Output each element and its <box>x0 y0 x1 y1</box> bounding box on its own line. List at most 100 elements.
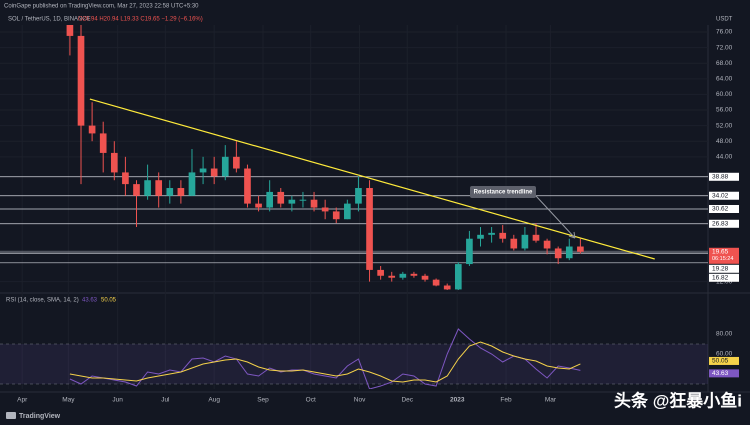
x-tick-label: Feb <box>500 397 512 404</box>
x-tick-label: Jul <box>161 397 170 404</box>
y-tick-label: 68.00 <box>716 60 733 67</box>
y-tick-label: 52.00 <box>716 122 733 129</box>
candle-body <box>377 269 384 276</box>
candle-body <box>432 279 440 286</box>
logo-icon <box>6 412 16 419</box>
candle-body <box>388 275 396 278</box>
candle-body <box>443 285 451 290</box>
candle-body <box>155 180 163 196</box>
symbol-title: SOL / TetherUS, 1D, BINANCE <box>8 17 91 23</box>
candle-body <box>199 168 207 173</box>
rsi-value: 43.63 <box>82 298 98 304</box>
candle-body <box>310 199 318 208</box>
candle-body <box>510 238 518 249</box>
level-label: 19.28 <box>712 265 729 272</box>
candle-body <box>344 203 351 220</box>
candle-body <box>532 234 540 241</box>
annotation-arrow <box>535 195 576 239</box>
rsi-tick-label: 60.00 <box>716 351 733 358</box>
level-label: 30.62 <box>712 206 729 213</box>
y-tick-label: 60.00 <box>716 91 733 98</box>
level-label: 26.83 <box>712 220 729 227</box>
rsi-value-box <box>709 356 739 365</box>
x-tick-label: May <box>62 397 75 404</box>
rsi-title: RSI (14, close, SMA, 14, 2) <box>6 298 79 304</box>
candle-body <box>210 168 218 177</box>
candle-body <box>488 232 495 235</box>
candle-body <box>233 156 240 169</box>
candle-body <box>244 168 251 204</box>
x-tick-label: Apr <box>17 397 28 404</box>
candle-body <box>565 246 573 259</box>
candle-body <box>332 211 340 220</box>
candle-body <box>277 191 285 204</box>
candle-body <box>110 152 118 173</box>
candle-body <box>144 180 151 196</box>
x-tick-label: Dec <box>401 397 413 404</box>
candle-body <box>99 133 107 153</box>
candle-body <box>133 184 140 196</box>
last-price-box <box>709 247 739 264</box>
y-tick-label: 44.00 <box>716 154 733 161</box>
ohlc-legend: O20.94 H20.94 L19.33 C19.65 −1.29 (−6.16… <box>78 17 203 23</box>
x-tick-label: Aug <box>208 397 220 404</box>
annotation-box <box>470 186 536 198</box>
y-tick-label: 56.00 <box>716 107 733 114</box>
candle-body <box>421 275 429 280</box>
candle-body <box>221 156 229 177</box>
watermark: 头条 @狂暴小鱼i <box>614 390 742 410</box>
candle-body <box>266 191 273 208</box>
level-box <box>709 219 739 228</box>
candle-body <box>122 172 129 185</box>
level-box <box>709 191 739 200</box>
unit: USDT <box>716 17 733 23</box>
y-tick-label: 12.00 <box>716 278 733 285</box>
x-tick-label: Mar <box>545 397 557 404</box>
level-label: 34.02 <box>712 192 729 199</box>
candle-body <box>255 203 262 208</box>
y-tick-label: 64.00 <box>716 76 733 83</box>
level-box <box>709 204 739 213</box>
candle-body <box>177 188 185 196</box>
candle-body <box>477 234 484 239</box>
countdown: 06:15:24 <box>712 256 733 262</box>
rsi-sma-line <box>69 341 581 383</box>
candle-body <box>410 273 418 276</box>
candle-body <box>88 125 96 134</box>
candle-body <box>466 238 473 265</box>
candle-body <box>521 234 529 249</box>
rsi-value-label: 43.63 <box>712 370 729 377</box>
rsi-tick-label: 80.00 <box>716 331 733 338</box>
candle-body <box>188 172 196 196</box>
x-tick-label: Oct <box>306 397 316 404</box>
logo: TradingView <box>19 413 61 420</box>
candle-body <box>577 246 584 252</box>
candle-body <box>499 232 507 239</box>
rsi-band <box>0 344 708 384</box>
candle-body <box>543 240 551 249</box>
x-tick-label: Nov <box>354 397 366 404</box>
last-price-label: 19.65 <box>712 248 729 255</box>
trendline <box>89 98 655 260</box>
candle-body <box>454 264 462 290</box>
candle-body <box>288 199 296 204</box>
rsi-value-label: 50.05 <box>712 358 729 365</box>
published: CoinGape published on TradingView.com, M… <box>4 4 199 10</box>
rsi-value-box <box>709 369 739 378</box>
candle-body <box>299 199 307 201</box>
candle-body <box>166 188 174 196</box>
x-tick-label: Sep <box>257 397 269 404</box>
candles <box>66 25 584 290</box>
level-box <box>709 172 739 181</box>
level-box <box>709 273 739 282</box>
candle-body <box>355 188 362 204</box>
x-tick-label: 2023 <box>450 397 465 404</box>
candle-body <box>399 273 407 278</box>
candle-body <box>366 188 373 270</box>
level-box <box>709 264 739 273</box>
level-label: 38.88 <box>712 174 729 181</box>
y-tick-label: 76.00 <box>716 29 733 36</box>
y-tick-label: 48.00 <box>716 138 733 145</box>
